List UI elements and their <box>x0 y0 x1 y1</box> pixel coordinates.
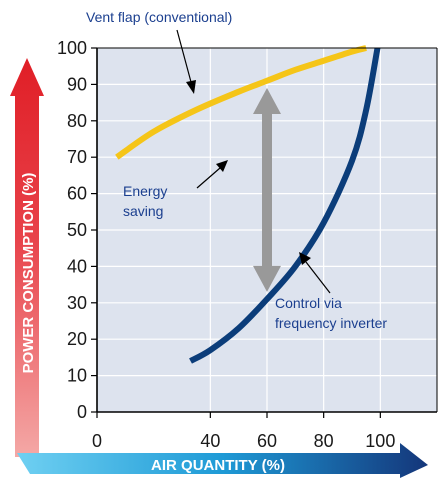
x-axis-title: AIR QUANTITY (%) <box>151 457 285 474</box>
x-tick-label-0: 0 <box>92 431 102 451</box>
y-tick-label-0: 0 <box>77 402 87 422</box>
y-tick-label-9: 90 <box>67 74 87 94</box>
legend-inverter-label-line1: Control via <box>275 295 342 311</box>
y-tick-label-8: 80 <box>67 111 87 131</box>
x-axis-arrow <box>17 443 428 478</box>
vent-flap-pointer-head <box>186 80 196 94</box>
x-tick-label-4: 100 <box>365 431 395 451</box>
y-tick-label-10: 100 <box>57 38 87 58</box>
energy-saving-pointer-line <box>196 167 221 189</box>
y-axis-arrow <box>10 58 44 457</box>
y-tick-label-1: 10 <box>67 366 87 386</box>
inverter-pointer-line <box>305 261 331 294</box>
y-tick-label-4: 40 <box>67 256 87 276</box>
series-line-1 <box>189 47 381 364</box>
y-axis-title: POWER CONSUMPTION (%) <box>20 173 37 374</box>
energy-saving-label-line2: saving <box>123 203 163 219</box>
energy-saving-double-arrow <box>253 88 281 292</box>
y-tick-label-2: 20 <box>67 329 87 349</box>
energy-saving-label-line1: Energy <box>123 183 167 199</box>
x-tick-label-1: 40 <box>200 431 220 451</box>
y-ticks: 0 10 20 30 40 50 60 70 80 90 100 <box>57 38 97 422</box>
vent-flap-pointer-line <box>176 29 192 83</box>
y-tick-label-6: 60 <box>67 184 87 204</box>
y-tick-label-3: 30 <box>67 293 87 313</box>
x-ticks: 0 40 60 80 100 <box>92 412 395 451</box>
x-tick-label-3: 80 <box>314 431 334 451</box>
legend-vent-flap-label: Vent flap (conventional) <box>86 9 232 25</box>
y-tick-label-5: 50 <box>67 220 87 240</box>
x-tick-label-2: 60 <box>257 431 277 451</box>
inverter-pointer-head <box>299 252 311 265</box>
energy-saving-pointer-head <box>216 160 228 172</box>
legend-inverter-label-line2: frequency inverter <box>275 315 387 331</box>
series-lines <box>115 45 381 364</box>
y-tick-label-7: 70 <box>67 147 87 167</box>
energy-saving-arrow <box>253 88 281 292</box>
annotations: Vent flap (conventional) Energy saving C… <box>86 9 387 331</box>
series-line-0 <box>115 45 367 160</box>
